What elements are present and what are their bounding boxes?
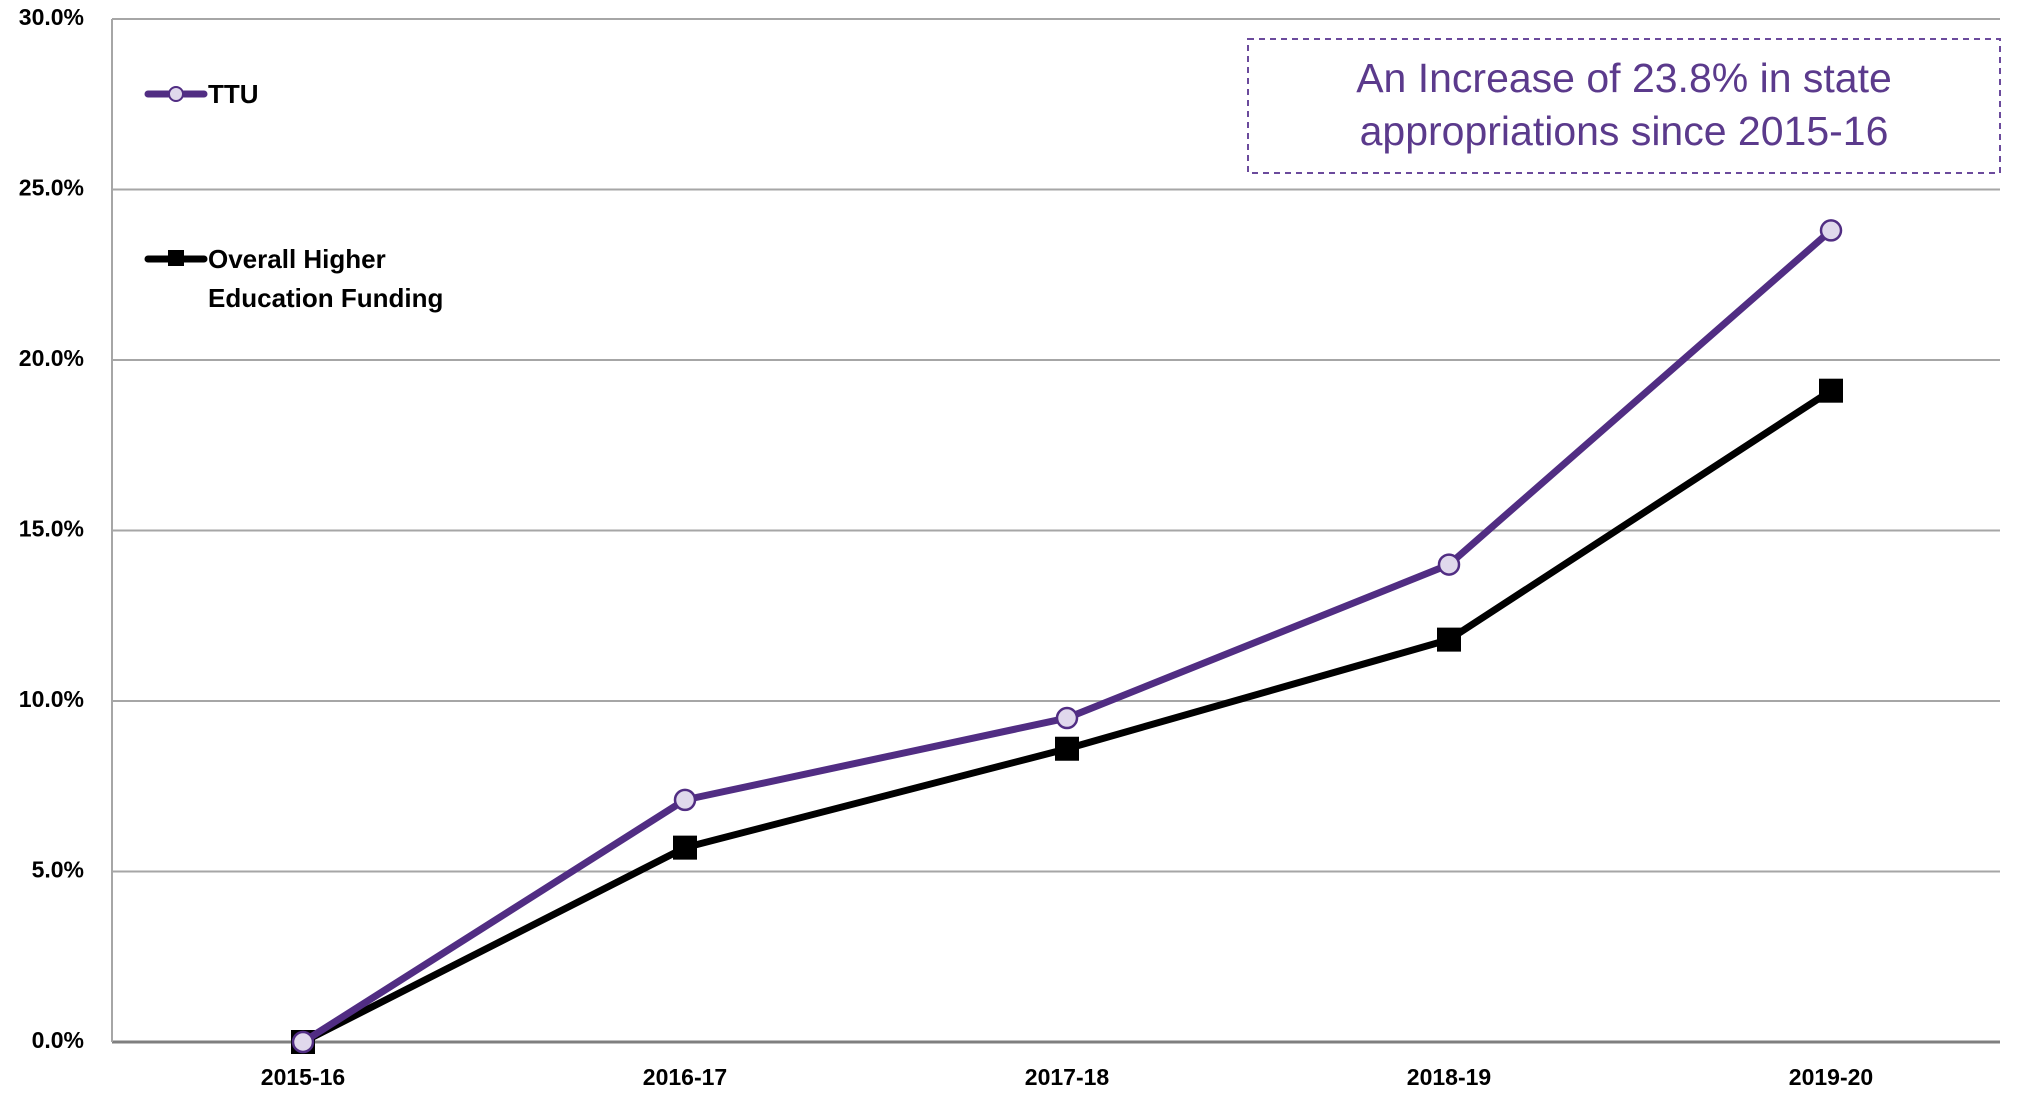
point [673, 788, 697, 812]
point [673, 835, 697, 860]
y-tick-label: 0.0% [32, 1027, 84, 1053]
annotation: An Increase of 23.8% in state [1356, 55, 1892, 101]
x-tick-label: 2015-16 [261, 1064, 345, 1090]
x-tick-label: 2018-19 [1407, 1064, 1491, 1090]
y-tick-label: 25.0% [19, 175, 84, 201]
y-tick-label: 30.0% [19, 4, 84, 30]
y-tick-label: 15.0% [19, 516, 84, 542]
point [1055, 706, 1079, 730]
series-line [301, 227, 1834, 1045]
y-tick-label: 5.0% [32, 857, 84, 883]
y-tick-label: 10.0% [19, 686, 84, 712]
x-tick-label: 2019-20 [1789, 1064, 1873, 1090]
point [1819, 378, 1843, 403]
x-tick-label: 2017-18 [1025, 1064, 1110, 1090]
legend-label: TTU [208, 79, 259, 109]
legend-marker [168, 86, 184, 102]
legend-label: Overall Higher Education Funding [208, 244, 444, 313]
legend-marker [168, 250, 184, 266]
y-tick-label: 20.0% [19, 345, 84, 371]
annotation-box [1247, 38, 2001, 174]
point [1437, 553, 1461, 576]
point [291, 1030, 315, 1054]
point [1055, 736, 1079, 761]
point [1437, 627, 1461, 652]
x-tick-label: 2016-17 [643, 1064, 727, 1090]
annotation: appropriations since 2015-16 [1360, 108, 1889, 154]
point [1819, 219, 1843, 242]
